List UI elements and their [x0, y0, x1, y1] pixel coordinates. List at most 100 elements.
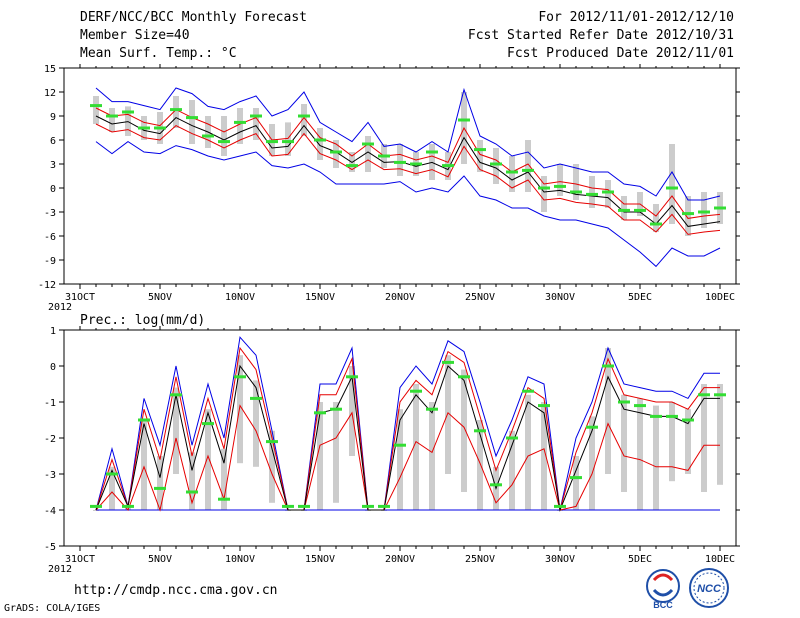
- prec-median-marker: [666, 414, 678, 418]
- prec-median-marker: [634, 404, 646, 408]
- temp-median-marker: [410, 162, 422, 166]
- prec-median-marker: [298, 504, 310, 508]
- temp-spread-box: [509, 156, 515, 192]
- chart-title: DERF/NCC/BCC Monthly Forecast: [80, 10, 307, 25]
- bcc-logo-text: BCC: [653, 600, 673, 610]
- ncc-logo: NCC: [689, 568, 729, 608]
- prec-spread-box: [221, 448, 227, 510]
- temp-xtick-label: 31OCT: [65, 292, 95, 303]
- prec-median-marker: [618, 400, 630, 404]
- prec-ytick-label: -3: [44, 470, 56, 481]
- prec-spread-box: [637, 398, 643, 510]
- temp-spread-box: [621, 196, 627, 220]
- prec-median-marker: [426, 407, 438, 411]
- temp-median-marker: [522, 168, 534, 172]
- prec-spread-box: [653, 405, 659, 510]
- prec-spread-box: [269, 430, 275, 503]
- prec-median-marker: [90, 504, 102, 508]
- temp-ytick-label: 3: [50, 160, 56, 171]
- prec-median-marker: [714, 393, 726, 397]
- prec-spread-box: [541, 402, 547, 510]
- prec-median-marker: [602, 364, 614, 368]
- prec-spread-box: [669, 402, 675, 482]
- temp-median-marker: [122, 110, 134, 114]
- temp-median-marker: [506, 170, 518, 174]
- prec-median-marker: [538, 404, 550, 408]
- prec-spread-box: [253, 380, 259, 467]
- prec-median-marker: [138, 418, 150, 422]
- temp-spread-box: [365, 136, 371, 172]
- temp-median-marker: [442, 164, 454, 168]
- prec-lower-line: [95, 404, 720, 512]
- prec-ytick-label: -4: [44, 506, 56, 517]
- member-size: Member Size=40: [80, 28, 190, 43]
- temp-max-line: [95, 87, 721, 201]
- prec-spread-box: [429, 402, 435, 510]
- temp-spread-box: [605, 180, 611, 208]
- temp-median-marker: [170, 108, 182, 112]
- footer-credit: GrADS: COLA/IGES: [4, 603, 101, 614]
- temp-mean-line: [95, 115, 721, 227]
- temp-median-marker: [474, 148, 486, 152]
- prec-spread-box: [397, 409, 403, 510]
- prec-spread-box: [413, 384, 419, 510]
- temp-ytick-label: -6: [44, 232, 56, 243]
- temp-ytick-label: 9: [50, 112, 56, 123]
- temp-ytick-label: 12: [44, 88, 56, 99]
- temp-spread-box: [653, 204, 659, 232]
- temp-spread-box: [189, 100, 195, 144]
- temp-spread-box: [333, 140, 339, 168]
- prec-median-marker: [410, 389, 422, 393]
- prec-median-marker: [122, 504, 134, 508]
- prec-spread-box: [461, 369, 467, 492]
- prec-spread-box: [189, 452, 195, 510]
- temp-ytick-label: 6: [50, 136, 56, 147]
- prec-spread-box: [621, 394, 627, 492]
- prec-median-marker: [106, 472, 118, 476]
- prec-median-marker: [186, 490, 198, 494]
- prec-median-marker: [490, 483, 502, 487]
- prec-spread-box: [141, 420, 147, 510]
- prec-spread-box: [701, 384, 707, 492]
- prec-max-line: [95, 336, 720, 511]
- temp-median-marker: [282, 140, 294, 144]
- prec-spread-box: [173, 387, 179, 474]
- prec-spread-box: [525, 394, 531, 510]
- prec-upper-line: [95, 346, 720, 511]
- temp-spread-box: [301, 104, 307, 136]
- prec-spread-box: [125, 506, 131, 510]
- variable-label: Mean Surf. Temp.: °C: [80, 46, 237, 61]
- temp-xtick-label: 15NOV: [305, 292, 335, 303]
- temp-upper-line: [95, 107, 721, 219]
- prec-median-marker: [282, 504, 294, 508]
- prec-median-marker: [202, 422, 214, 426]
- temp-xtick-label: 5DEC: [628, 292, 652, 303]
- temp-ytick-label: 15: [44, 64, 56, 75]
- prec-ytick-label: 0: [50, 362, 56, 373]
- prec-xtick-label: 25NOV: [465, 554, 495, 565]
- prec-spread-box: [317, 402, 323, 510]
- prec-median-marker: [506, 436, 518, 440]
- prec-median-marker: [266, 440, 278, 444]
- temp-spread-box: [109, 108, 115, 132]
- temp-spread-box: [493, 148, 499, 184]
- prec-spread-box: [349, 366, 355, 456]
- prec-spread-box: [717, 384, 723, 485]
- temp-spread-box: [477, 140, 483, 172]
- prec-mean-line: [95, 364, 720, 512]
- temp-median-marker: [250, 114, 262, 118]
- footer-url[interactable]: http://cmdp.ncc.cma.gov.cn: [74, 583, 278, 598]
- temp-spread-box: [93, 96, 99, 124]
- prec-spread-box: [237, 355, 243, 464]
- temp-median-marker: [186, 116, 198, 120]
- temp-spread-box: [317, 128, 323, 160]
- prec-xtick-label: 31OCT: [65, 554, 95, 565]
- temp-median-marker: [378, 154, 390, 158]
- prec-median-marker: [554, 504, 566, 508]
- prec-xtick-label: 10NOV: [225, 554, 255, 565]
- temp-median-marker: [266, 140, 278, 144]
- prec-median-marker: [314, 411, 326, 415]
- temp-year-label: 2012: [48, 302, 72, 313]
- prec-year-label: 2012: [48, 564, 72, 575]
- temp-spread-box: [573, 164, 579, 200]
